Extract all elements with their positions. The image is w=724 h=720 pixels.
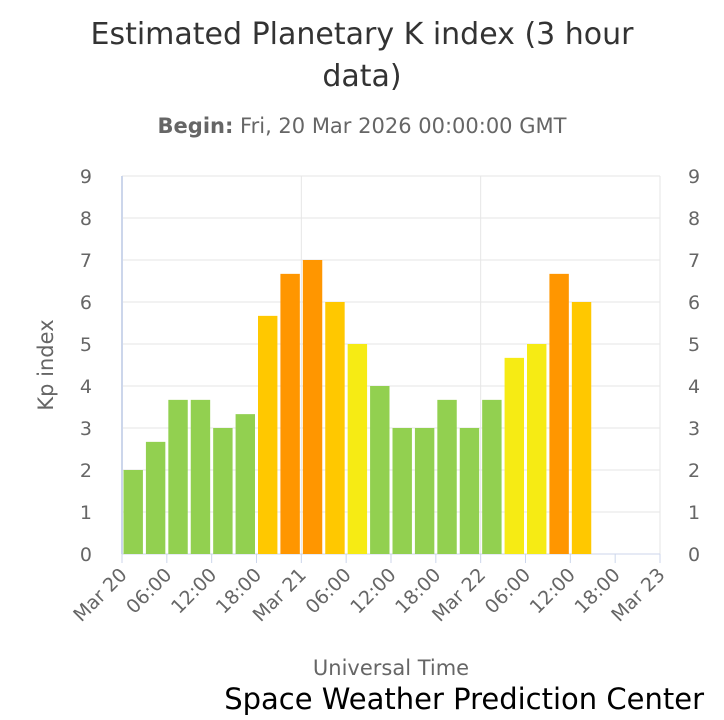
- kp-bar: [549, 273, 569, 554]
- x-tick-label: 12:00: [167, 564, 221, 618]
- kp-bar: [414, 428, 435, 554]
- x-tick-label: 12:00: [526, 564, 580, 618]
- y-tick-label-left: 7: [80, 250, 92, 272]
- y-tick-label-right: 9: [688, 166, 700, 188]
- y-tick-label-right: 8: [688, 208, 700, 230]
- kp-bar: [168, 399, 188, 554]
- kp-bar: [527, 344, 547, 554]
- kp-bar: [459, 428, 480, 554]
- y-tick-label-left: 3: [80, 418, 92, 440]
- y-tick-label-right: 1: [688, 502, 700, 524]
- y-tick-label-right: 5: [688, 334, 700, 356]
- y-tick-label-left: 2: [80, 460, 92, 482]
- y-axis-right-ticks: 0 1 2 3 4 5 6 7 8 9: [688, 166, 700, 566]
- kp-bar: [482, 399, 502, 554]
- y-tick-label-left: 5: [80, 334, 92, 356]
- x-tick-label: 12:00: [346, 564, 400, 618]
- x-tick-label: 06:00: [301, 564, 355, 618]
- kp-bar: [392, 428, 412, 554]
- y-tick-label-left: 4: [80, 376, 92, 398]
- y-tick-label-left: 8: [80, 208, 92, 230]
- kp-bar: [370, 386, 390, 554]
- x-tick-label: Mar 20: [69, 564, 131, 626]
- kp-bar: [123, 470, 143, 554]
- kp-bar: [280, 273, 300, 554]
- y-tick-label-left: 6: [80, 292, 92, 314]
- kp-bar: [145, 441, 166, 554]
- y-tick-label-left: 0: [80, 544, 92, 566]
- y-tick-label-right: 6: [688, 292, 700, 314]
- kp-bar: [235, 414, 255, 554]
- kp-bar: [571, 302, 592, 554]
- x-axis-title: Universal Time: [313, 656, 469, 680]
- chart-title: Estimated Planetary K index (3 hour data…: [90, 17, 634, 94]
- x-tick-label: 06:00: [122, 564, 176, 618]
- subtitle-label: Begin:: [157, 114, 234, 138]
- kp-bar: [437, 399, 457, 554]
- footer-credit: Space Weather Prediction Center: [224, 682, 704, 716]
- y-axis-left-ticks: 0 1 2 3 4 5 6 7 8 9: [80, 166, 92, 566]
- x-tick-label: 06:00: [481, 564, 535, 618]
- kp-bar: [302, 260, 323, 554]
- kp-bar: [190, 399, 211, 554]
- y-tick-label-left: 9: [80, 166, 92, 188]
- y-tick-label-right: 4: [688, 376, 700, 398]
- y-tick-label-right: 2: [688, 460, 700, 482]
- subtitle-value: Fri, 20 Mar 2026 00:00:00 GMT: [240, 114, 567, 138]
- y-tick-label-right: 3: [688, 418, 700, 440]
- kp-bar: [213, 428, 233, 554]
- y-tick-label-left: 1: [80, 502, 92, 524]
- kp-bar: [325, 302, 345, 554]
- y-tick-label-right: 0: [688, 544, 700, 566]
- kp-bar: [258, 315, 278, 554]
- y-tick-label-right: 7: [688, 250, 700, 272]
- kp-bar: [347, 344, 368, 554]
- kp-bar: [504, 357, 524, 554]
- y-axis-title: Kp index: [34, 319, 58, 410]
- bar-series: [123, 260, 592, 554]
- chart-subtitle: Begin: Fri, 20 Mar 2026 00:00:00 GMT: [62, 114, 662, 138]
